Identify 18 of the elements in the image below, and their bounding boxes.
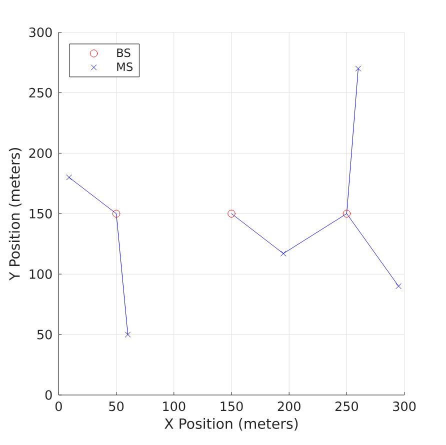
x-axis-title: X Position (meters) — [164, 418, 298, 431]
y-tick-label: 100 — [30, 269, 52, 279]
y-tick-label: 200 — [29, 148, 52, 158]
y-tick-label: 250 — [29, 88, 52, 98]
x-tick-label: 0 — [55, 402, 62, 412]
x-tick-label: 50 — [109, 402, 124, 412]
x-tick-label: 300 — [393, 402, 416, 412]
x-tick-label: 250 — [335, 402, 358, 412]
y-tick-label: 50 — [37, 330, 52, 340]
x-tick-label: 150 — [220, 402, 243, 412]
y-tick-label: 0 — [45, 390, 52, 400]
y-tick-label: 150 — [30, 208, 52, 218]
legend-label: MS — [117, 62, 133, 72]
x-tick-label: 200 — [278, 402, 300, 412]
y-tick-label: 300 — [29, 27, 52, 38]
x-tick-label: 100 — [163, 402, 186, 412]
legend-label: BS — [117, 48, 130, 58]
y-axis-title: Y Position (meters) — [8, 148, 22, 281]
